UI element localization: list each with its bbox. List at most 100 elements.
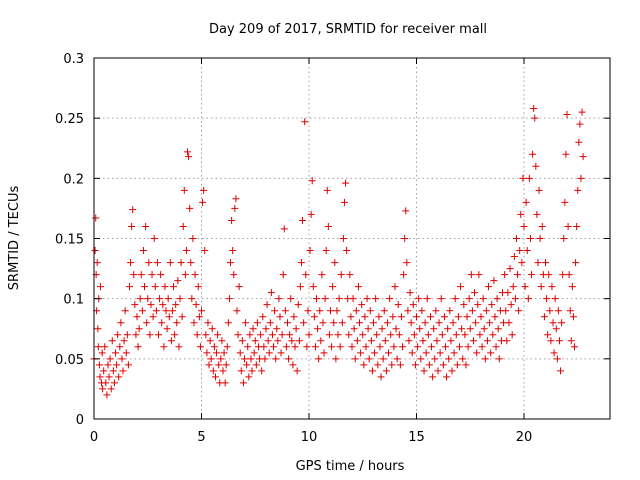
- data-point: [481, 355, 489, 363]
- data-point: [508, 331, 516, 339]
- data-point: [93, 259, 101, 267]
- data-point: [166, 259, 174, 267]
- data-point: [446, 307, 454, 315]
- data-point: [191, 271, 199, 279]
- data-point: [303, 343, 311, 351]
- data-point: [315, 355, 323, 363]
- data-point: [325, 331, 333, 339]
- data-point: [404, 307, 412, 315]
- data-point: [173, 319, 181, 327]
- data-point: [511, 295, 519, 303]
- data-point: [317, 337, 325, 345]
- data-point: [130, 271, 138, 279]
- data-point: [309, 283, 317, 291]
- data-point: [393, 355, 401, 363]
- data-point: [476, 331, 484, 339]
- data-point: [361, 313, 369, 321]
- data-point: [243, 361, 251, 369]
- data-point: [503, 337, 511, 345]
- data-point: [102, 379, 110, 387]
- data-point: [376, 343, 384, 351]
- data-point: [262, 325, 270, 333]
- data-point: [201, 247, 209, 255]
- data-point: [159, 301, 167, 309]
- data-point: [104, 361, 112, 369]
- data-point: [268, 331, 276, 339]
- data-point: [282, 343, 290, 351]
- data-point: [198, 307, 205, 315]
- data-point: [378, 325, 386, 333]
- data-point: [552, 325, 560, 333]
- data-point: [94, 325, 102, 333]
- data-point: [514, 271, 522, 279]
- data-point: [160, 343, 168, 351]
- data-point: [431, 355, 439, 363]
- data-point: [434, 367, 442, 375]
- data-point: [261, 355, 269, 363]
- data-point: [565, 271, 573, 279]
- data-point: [322, 247, 330, 255]
- data-point: [227, 259, 235, 267]
- data-point: [306, 247, 314, 255]
- data-point: [479, 295, 487, 303]
- data-point: [127, 259, 135, 267]
- data-point: [386, 295, 394, 303]
- data-point: [187, 259, 195, 267]
- data-point: [396, 361, 404, 369]
- data-point: [487, 349, 495, 357]
- data-point: [502, 307, 510, 315]
- data-point: [221, 379, 229, 387]
- data-point: [578, 108, 586, 116]
- data-point: [293, 367, 301, 375]
- data-point: [189, 235, 197, 242]
- data-point: [494, 325, 502, 333]
- data-point: [545, 271, 553, 279]
- data-point: [540, 313, 548, 321]
- data-point: [557, 367, 565, 375]
- data-point: [366, 307, 374, 315]
- data-point: [151, 283, 159, 291]
- data-point: [491, 313, 499, 321]
- data-point: [426, 313, 434, 321]
- data-point: [561, 198, 569, 206]
- data-point: [429, 373, 437, 381]
- data-points: [90, 105, 587, 399]
- data-point: [401, 235, 409, 242]
- data-point: [456, 343, 463, 351]
- data-point: [266, 319, 274, 327]
- data-point: [391, 283, 399, 291]
- data-point: [433, 337, 441, 345]
- data-point: [94, 343, 102, 351]
- data-point: [407, 319, 415, 327]
- data-point: [533, 210, 541, 218]
- data-point: [465, 295, 473, 303]
- data-point: [287, 295, 295, 303]
- data-point: [462, 361, 470, 369]
- data-point: [128, 222, 136, 230]
- data-point: [288, 337, 296, 345]
- data-point: [512, 235, 520, 242]
- data-point: [530, 105, 538, 113]
- x-axis-label: GPS time / hours: [296, 459, 405, 474]
- data-point: [314, 325, 322, 333]
- data-point: [558, 319, 566, 327]
- data-point: [486, 319, 494, 327]
- data-point: [157, 271, 165, 279]
- data-point: [442, 343, 450, 351]
- data-point: [204, 319, 212, 327]
- data-point: [408, 349, 416, 357]
- data-point: [213, 349, 221, 357]
- data-point: [482, 307, 490, 315]
- data-point: [457, 283, 465, 291]
- data-point: [522, 198, 530, 206]
- data-point: [148, 271, 156, 279]
- data-point: [149, 313, 157, 321]
- data-point: [477, 313, 485, 321]
- data-point: [205, 361, 213, 369]
- data-point: [107, 385, 115, 393]
- data-point: [444, 325, 452, 333]
- x-tick-label: 0: [90, 430, 98, 445]
- data-point: [375, 313, 383, 321]
- data-point: [257, 331, 265, 339]
- data-point: [356, 319, 364, 327]
